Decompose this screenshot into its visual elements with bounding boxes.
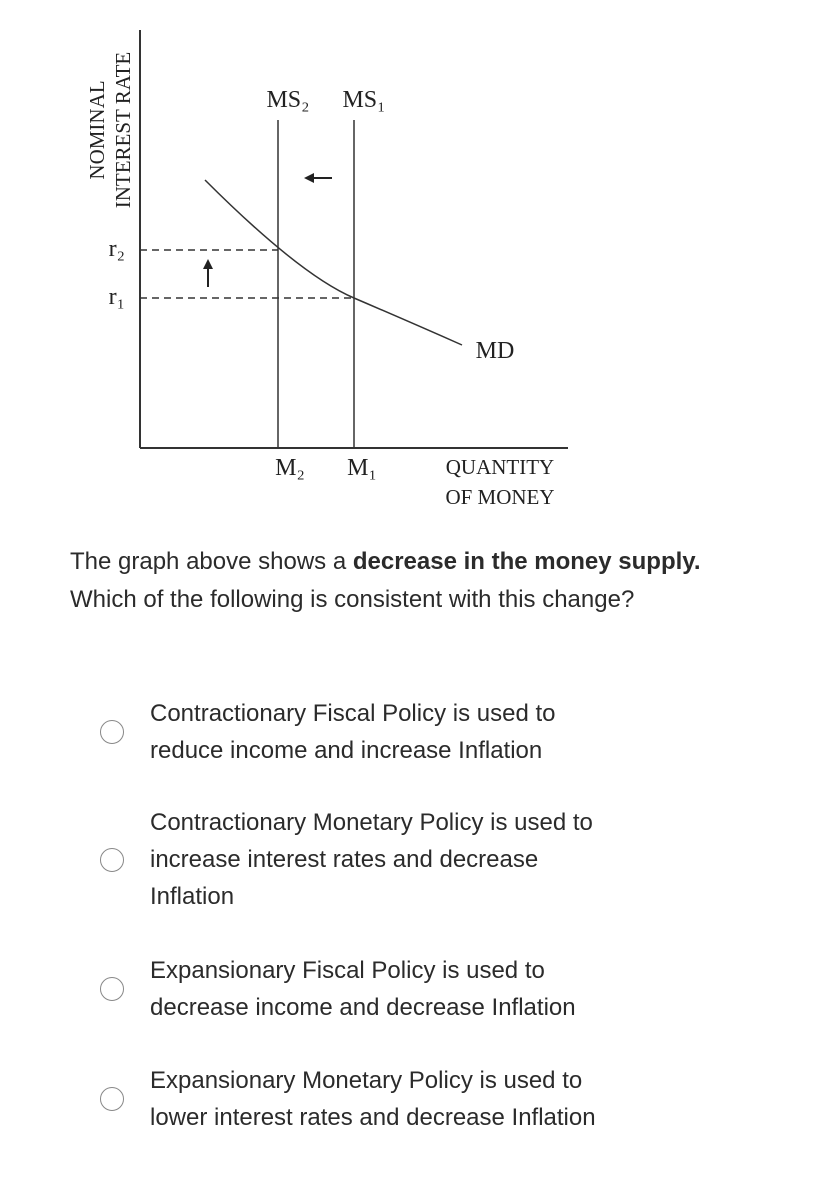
question-emphasis: decrease in the money supply. [352,548,701,575]
option-line: Contractionary Fiscal Policy is used to [150,700,556,727]
money-market-graph: NOMINAL INTEREST RATE MS₂ MS₁ r₂ r₁ MD M… [85,30,568,509]
option-line: Expansionary Monetary Policy is used to [150,1067,583,1094]
option-line: reduce income and increase Inflation [150,737,543,764]
option-text: Contractionary Fiscal Policy is used to r… [150,695,556,769]
radio-button[interactable] [100,847,124,872]
option-line: decrease income and decrease Inflation [150,994,576,1021]
radio-button[interactable] [100,720,124,744]
md-label: MD [476,338,515,364]
option-line: Inflation [150,883,235,910]
answer-option[interactable]: Contractionary Monetary Policy is used t… [100,804,780,915]
r2-label: r₂ [109,236,125,262]
x-axis-label-line: QUANTITY [446,455,554,479]
ms2-label: MS₂ [266,87,309,113]
question-text: The graph above shows a [70,548,353,575]
answer-option[interactable]: Expansionary Fiscal Policy is used to dec… [100,952,780,1026]
question: The graph above shows a decrease in the … [70,543,770,619]
m2-label: M₂ [275,455,305,481]
option-line: Expansionary Fiscal Policy is used to [150,957,545,984]
y-axis-label-line: INTEREST RATE [111,52,135,209]
radio-button[interactable] [100,977,124,1001]
option-text: Expansionary Monetary Policy is used to l… [150,1062,596,1136]
rate-arrow [203,259,213,287]
option-line: lower interest rates and decrease Inflat… [150,1104,596,1131]
option-line: increase interest rates and decrease [150,846,539,873]
ms1-label: MS₁ [342,87,385,113]
x-axis-label-line: OF MONEY [445,485,554,509]
answer-option[interactable]: Expansionary Monetary Policy is used to l… [100,1062,780,1136]
y-axis-label: NOMINAL INTEREST RATE [85,52,135,209]
option-text: Contractionary Monetary Policy is used t… [150,804,593,915]
radio-button[interactable] [100,1087,124,1111]
md-curve [204,179,463,346]
answer-option[interactable]: Contractionary Fiscal Policy is used to r… [100,695,780,769]
r1-label: r₁ [109,284,125,310]
option-text: Expansionary Fiscal Policy is used to dec… [150,952,576,1026]
y-axis-label-line: NOMINAL [85,80,109,179]
option-line: Contractionary Monetary Policy is used t… [150,809,593,836]
question-text: Which of the following is consistent wit… [70,586,635,613]
shift-arrow [304,173,332,183]
m1-label: M₁ [347,455,377,481]
